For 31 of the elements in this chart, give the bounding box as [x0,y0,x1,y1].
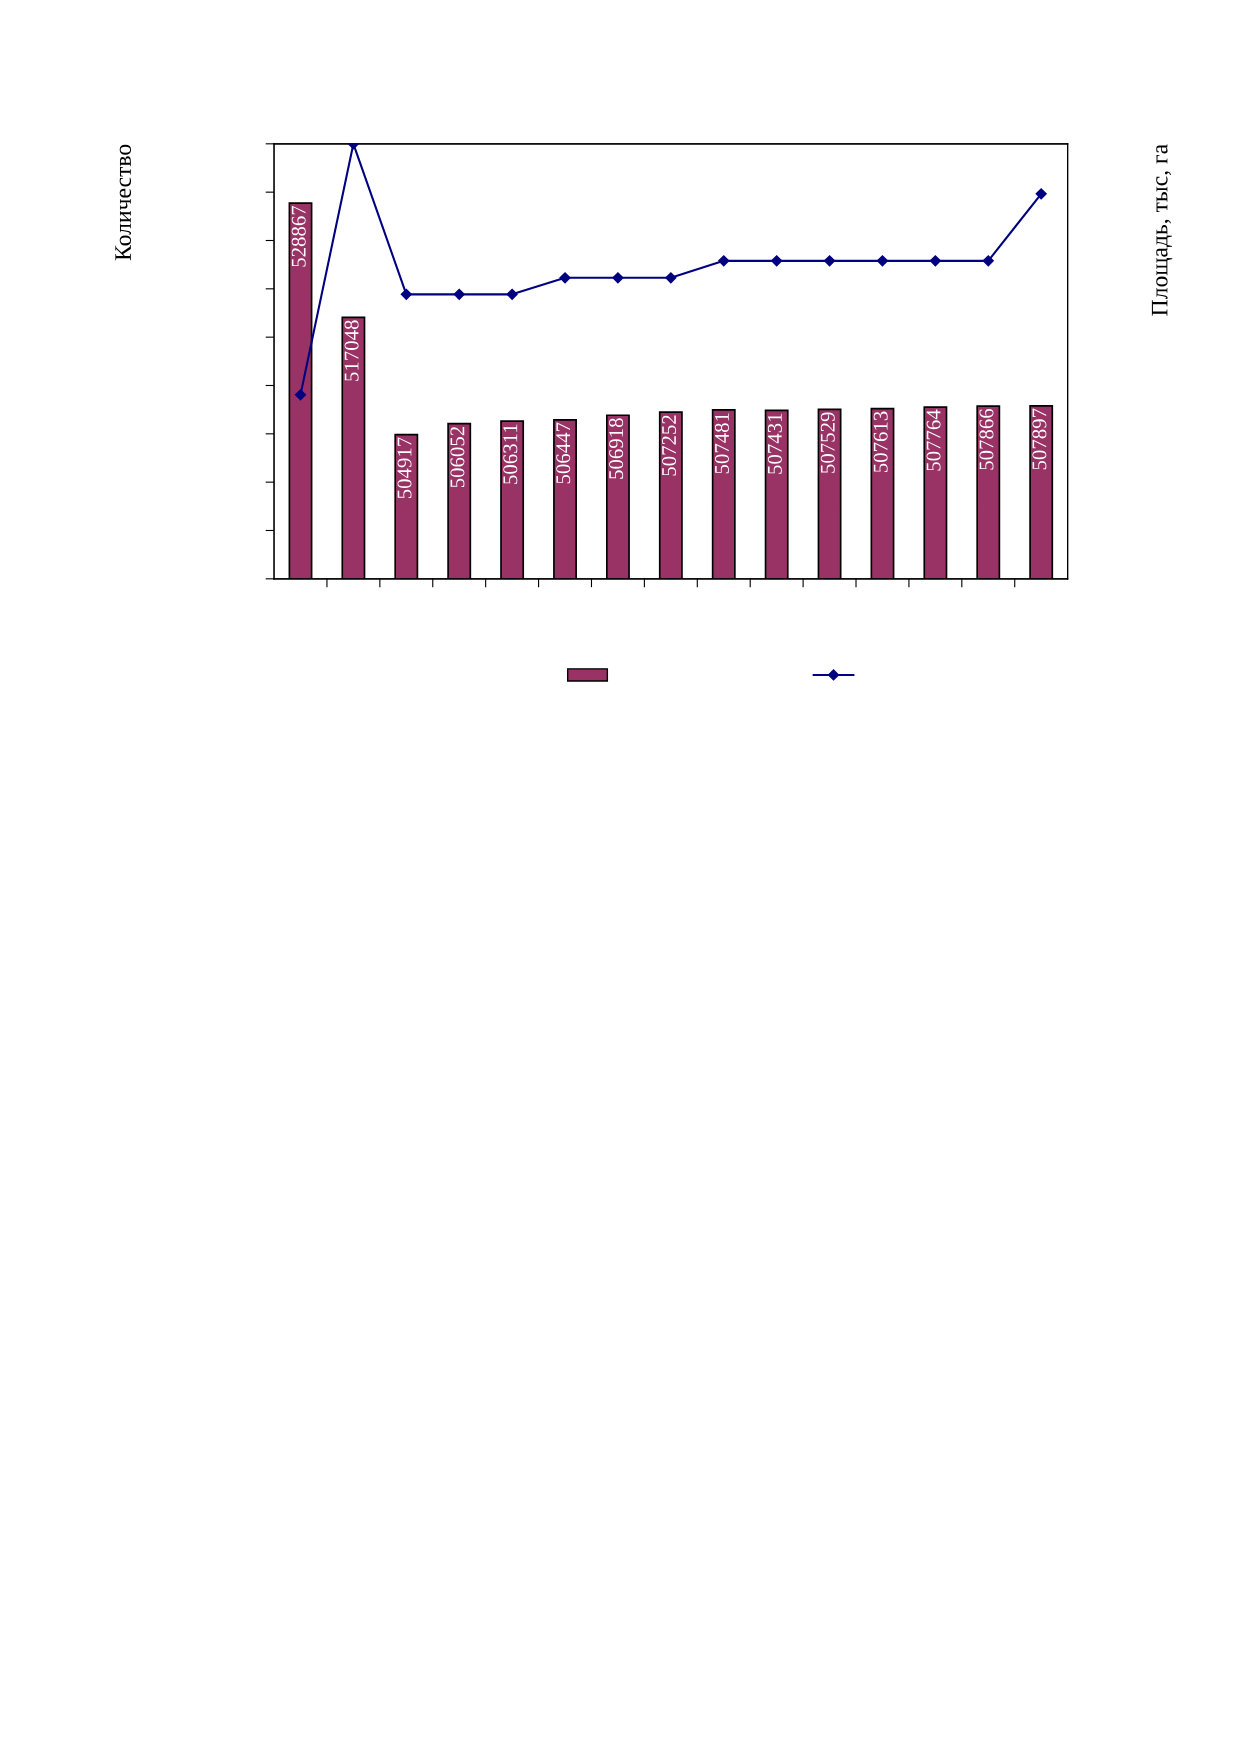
point [612,272,624,284]
point [665,272,677,284]
data-label: 517048 [344,320,359,381]
point [771,255,783,267]
point [453,288,465,300]
data-label: 528867 [291,205,306,267]
data-label: 507529 [820,412,835,473]
point [506,288,518,300]
point [876,255,889,267]
data-label: 507431 [767,413,782,474]
data-label: 506052 [450,426,465,488]
y2-axis-title: Площадь, тыс, га [1151,144,1173,316]
data-label: 506447 [556,422,571,484]
data-label: 507481 [714,413,729,474]
point [823,255,836,267]
data-label: 507897 [1032,408,1047,470]
point [294,389,307,401]
data-label: 507764 [926,409,941,471]
point [929,255,941,267]
point [559,272,571,284]
point [982,255,994,267]
data-label: 506918 [609,418,624,479]
point [718,255,730,267]
point [400,288,412,300]
data-label: 504917 [397,437,412,499]
y-axis-title: Количество [115,144,132,261]
data-label: 507866 [979,408,994,470]
point [1035,188,1047,200]
data-label: 507252 [662,415,677,476]
data-label: 507613 [873,411,888,473]
data-label: 506311 [503,424,518,484]
